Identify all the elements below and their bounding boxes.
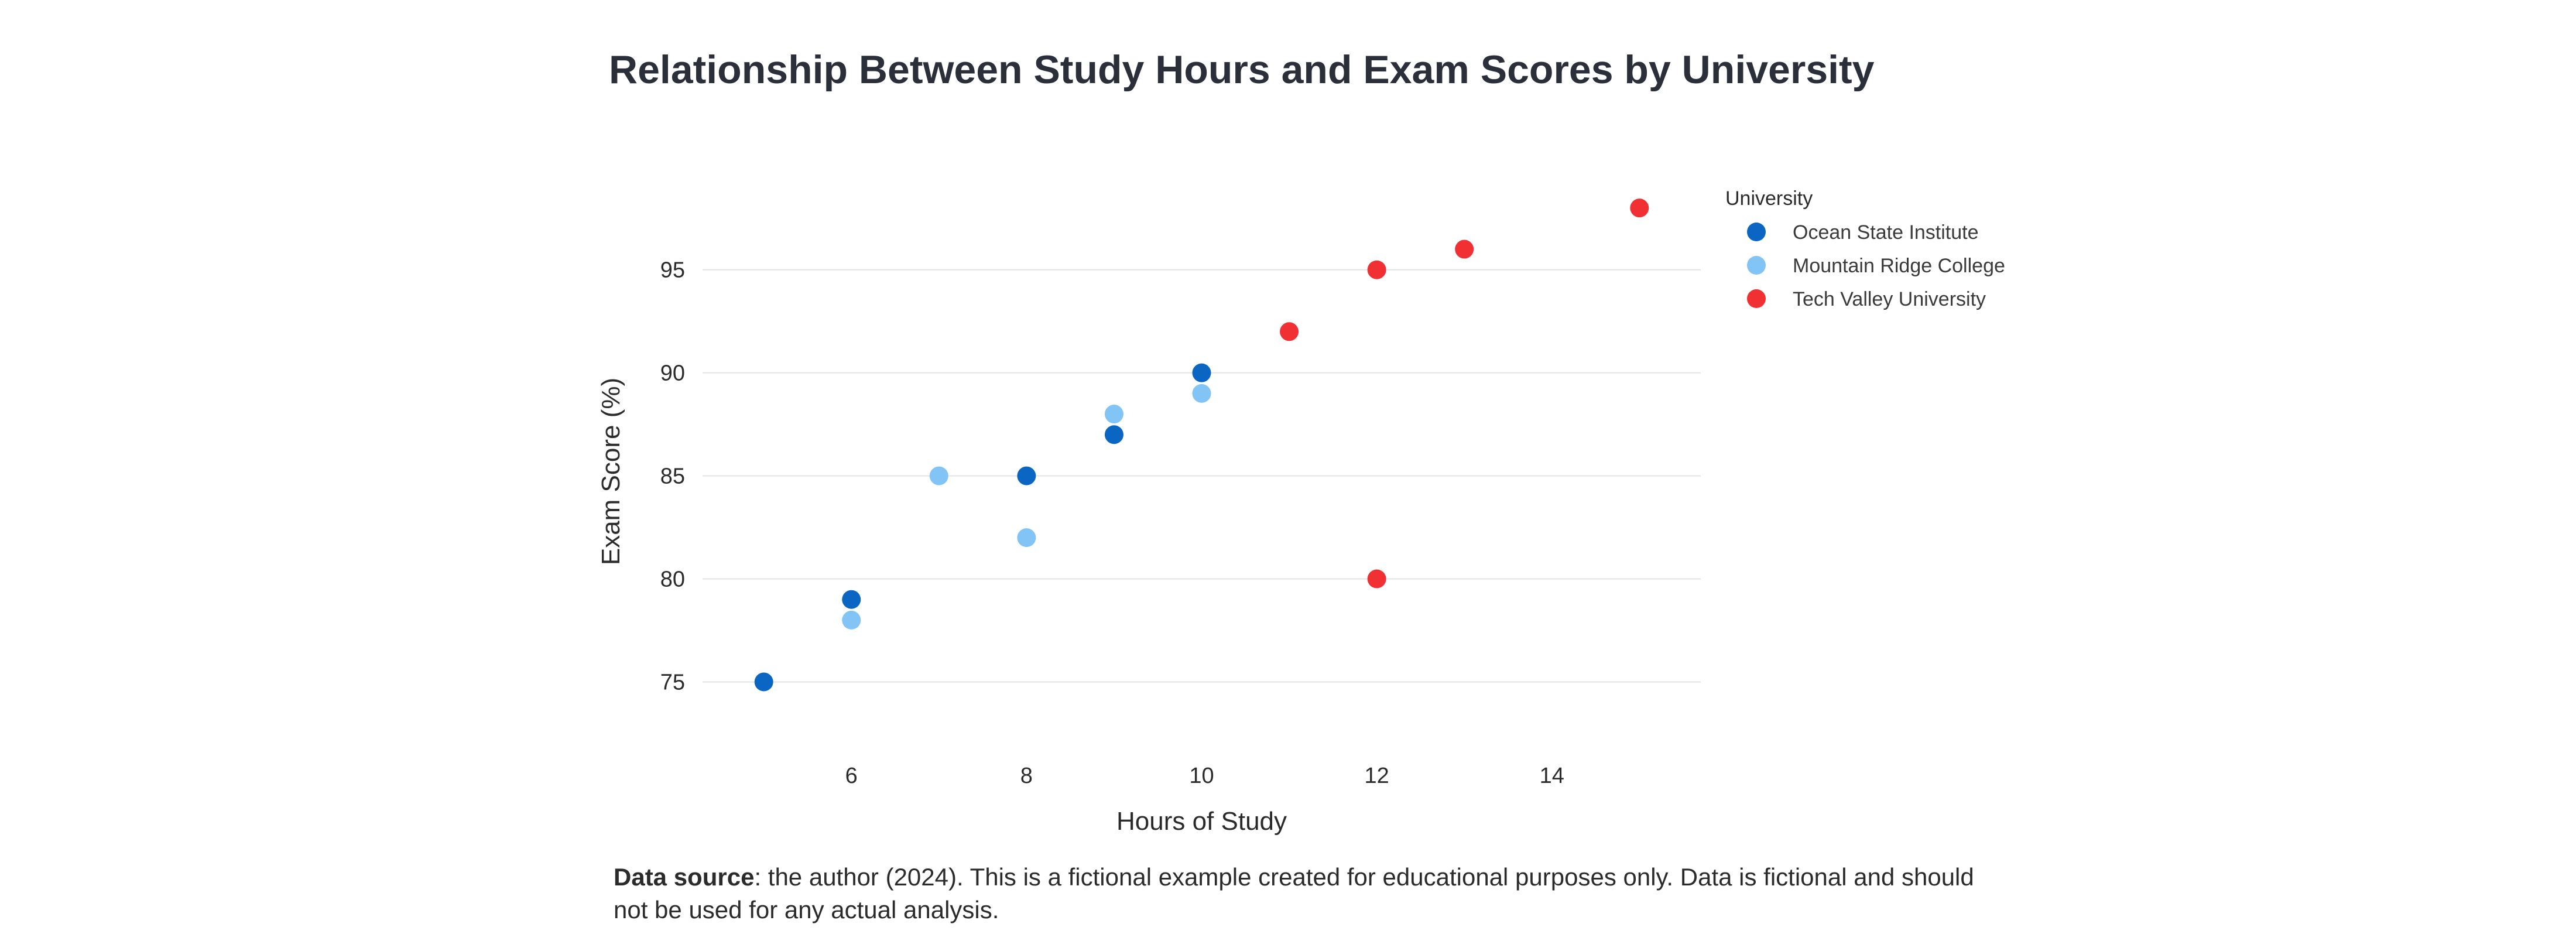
legend-title: University <box>1725 187 1813 210</box>
data-point <box>1455 240 1474 259</box>
data-point <box>1192 363 1211 382</box>
legend-items: Ocean State Institute Mountain Ridge Coll… <box>1747 221 2005 310</box>
data-point <box>1104 405 1123 424</box>
data-point <box>754 672 773 692</box>
x-tick-label: 12 <box>1364 764 1389 788</box>
data-point <box>1192 384 1211 403</box>
data-source-caption: Data source: the author (2024). This is … <box>614 861 1989 926</box>
chart-title: Relationship Between Study Hours and Exa… <box>609 47 1875 92</box>
legend-label: Tech Valley University <box>1793 288 1986 310</box>
data-source-text: : the author (2024). This is a fictional… <box>614 863 1974 923</box>
y-tick-label: 90 <box>660 361 685 386</box>
data-points <box>754 199 1649 692</box>
x-tick-label: 10 <box>1189 764 1214 788</box>
y-tick-label: 75 <box>660 670 685 695</box>
data-point <box>842 590 861 609</box>
x-axis-title: Hours of Study <box>1116 807 1287 836</box>
data-point <box>1367 260 1386 279</box>
data-point <box>1367 569 1386 589</box>
legend-label: Ocean State Institute <box>1793 221 1979 244</box>
legend-marker <box>1747 223 1766 241</box>
x-tick-label: 8 <box>1020 764 1033 788</box>
legend-label: Mountain Ridge College <box>1793 255 2005 277</box>
data-point <box>1104 425 1123 444</box>
data-point <box>1630 199 1649 218</box>
data-point <box>929 466 948 485</box>
y-tick-label: 95 <box>660 258 685 283</box>
data-point <box>1280 322 1299 341</box>
data-source-label: Data source <box>614 863 755 891</box>
data-point <box>1017 528 1036 548</box>
legend-marker <box>1747 289 1766 308</box>
x-tick-label: 6 <box>845 764 858 788</box>
x-tick-label: 14 <box>1540 764 1564 788</box>
legend-marker <box>1747 256 1766 275</box>
data-point <box>1017 466 1036 485</box>
y-axis-title: Exam Score (%) <box>597 378 625 565</box>
y-tick-label: 80 <box>660 567 685 592</box>
data-point <box>842 610 861 630</box>
x-axis-ticks: 6 8 10 12 14 <box>845 764 1564 788</box>
y-axis-ticks: 75 80 85 90 95 <box>660 258 685 695</box>
y-tick-label: 85 <box>660 464 685 489</box>
legend: University Ocean State Institute Mountain… <box>1725 187 2005 310</box>
